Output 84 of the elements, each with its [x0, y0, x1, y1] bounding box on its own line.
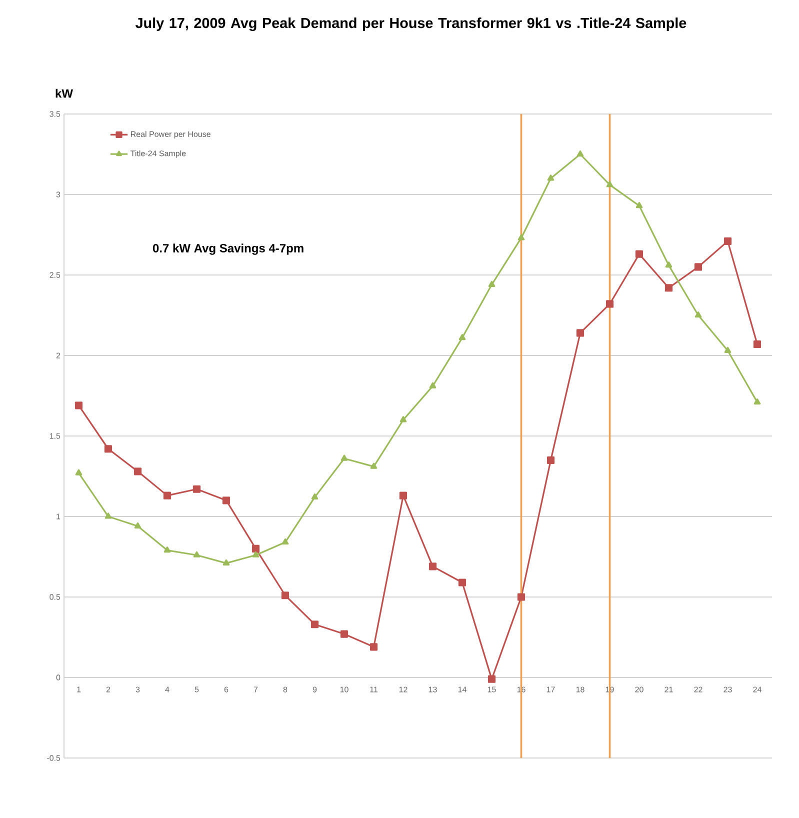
- point: [134, 468, 142, 476]
- legend-label: Real Power per House: [131, 131, 210, 139]
- point: [429, 382, 436, 388]
- point: [252, 544, 260, 552]
- y-tick-label: 2: [56, 352, 60, 358]
- y-tick-label: 1.5: [50, 433, 60, 439]
- x-tick-label: 24: [753, 686, 762, 692]
- x-tick-label: 22: [694, 686, 702, 692]
- y-tick-label: 0: [56, 674, 60, 680]
- point: [370, 643, 378, 651]
- point: [606, 181, 614, 188]
- x-tick-label: 20: [635, 686, 644, 692]
- point: [252, 551, 260, 558]
- point: [753, 340, 762, 348]
- x-tick-label: 2: [106, 686, 110, 692]
- legend-label: Title-24 Sample: [130, 150, 186, 158]
- point: [281, 592, 290, 600]
- point: [340, 454, 348, 461]
- point: [576, 329, 584, 337]
- y-tick-label: 1: [56, 514, 60, 520]
- point: [399, 492, 408, 500]
- chart-title: July 17, 2009 Avg Peak Demand per House Transformer 9k1 vs .Title-24 Sample: [136, 18, 686, 32]
- point: [518, 234, 525, 240]
- x-tick-label: 11: [370, 686, 378, 692]
- y-axis-title: kW: [56, 88, 73, 98]
- point: [340, 630, 348, 638]
- point: [694, 311, 702, 318]
- point: [546, 456, 555, 464]
- point: [665, 262, 672, 268]
- point: [724, 346, 732, 353]
- x-tick-label: 10: [340, 686, 348, 692]
- point: [75, 469, 82, 476]
- x-tick-label: 4: [165, 686, 170, 692]
- x-tick-label: 17: [546, 686, 555, 692]
- point: [222, 496, 230, 504]
- point: [724, 237, 732, 245]
- y-tick-label: -0.5: [47, 755, 60, 761]
- y-tick-label: 3.5: [50, 111, 60, 117]
- point: [104, 512, 112, 519]
- point: [400, 416, 407, 422]
- annotation: 0.7 kW Avg Savings 4-7pm: [152, 244, 304, 255]
- point: [754, 398, 761, 404]
- x-tick-label: 23: [724, 686, 732, 692]
- x-tick-label: 5: [194, 686, 199, 692]
- x-tick-label: 13: [428, 686, 437, 692]
- x-tick-label: 9: [312, 686, 317, 692]
- point: [193, 551, 200, 558]
- point: [310, 620, 319, 628]
- point: [606, 300, 614, 308]
- point: [74, 402, 83, 410]
- point: [664, 284, 673, 292]
- point: [282, 538, 289, 545]
- y-tick-label: 2.5: [50, 272, 60, 278]
- y-tick-label: 3: [56, 192, 60, 198]
- point: [104, 445, 112, 453]
- point: [517, 593, 526, 601]
- x-tick-label: 15: [488, 686, 496, 692]
- point: [163, 492, 172, 500]
- x-tick-label: 14: [458, 686, 466, 692]
- point: [134, 522, 142, 528]
- point: [222, 559, 230, 566]
- x-tick-label: 18: [576, 686, 584, 692]
- point: [458, 334, 466, 340]
- x-tick-label: 12: [399, 686, 408, 692]
- y-tick-label: 0.5: [50, 594, 60, 600]
- point: [694, 263, 702, 271]
- x-tick-label: 6: [224, 686, 228, 692]
- x-tick-label: 1: [77, 686, 81, 692]
- point: [635, 250, 644, 258]
- point: [192, 485, 201, 493]
- x-tick-label: 8: [283, 686, 288, 692]
- point: [488, 675, 496, 683]
- x-tick-label: 7: [254, 686, 258, 692]
- x-tick-label: 3: [136, 686, 140, 692]
- point: [576, 150, 584, 157]
- x-tick-label: 21: [664, 686, 673, 692]
- point: [428, 562, 437, 570]
- point: [370, 462, 378, 469]
- point: [164, 546, 171, 553]
- point: [488, 280, 496, 287]
- point: [311, 493, 318, 500]
- point: [547, 174, 554, 181]
- point: [636, 202, 643, 208]
- point: [458, 578, 466, 586]
